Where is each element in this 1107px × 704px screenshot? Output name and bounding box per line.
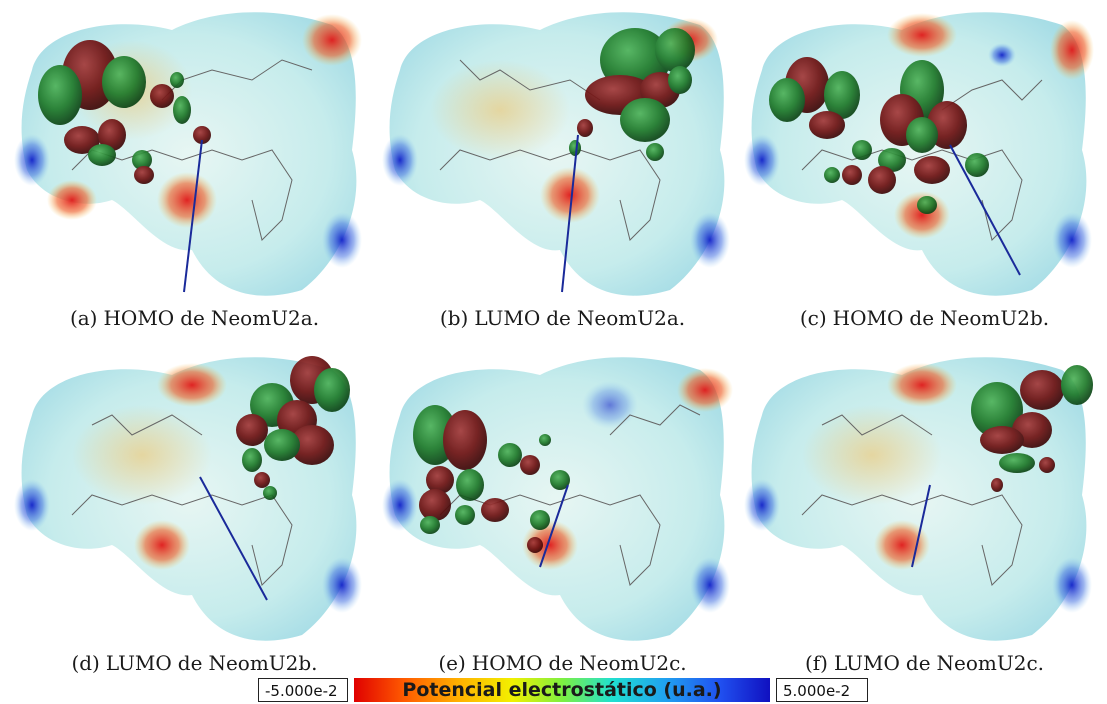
caption-orbital: HOMO bbox=[832, 306, 904, 330]
negative-region bbox=[887, 13, 957, 57]
molecule-skeleton bbox=[801, 79, 1043, 241]
orbital-render-a bbox=[14, 12, 362, 296]
positive-region bbox=[1052, 212, 1092, 268]
orbital-render-e bbox=[382, 357, 733, 641]
caption-tag: (d) bbox=[71, 651, 100, 675]
color-scale: -5.000e-2 Potencial electrostático (u.a.… bbox=[258, 678, 868, 704]
caption-b: (b) LUMO de NeomU2a. bbox=[380, 306, 745, 330]
orbital-render-f bbox=[744, 357, 1093, 641]
caption-molecule: NeomU2b. bbox=[208, 651, 318, 675]
dipole-vector bbox=[561, 134, 579, 293]
caption-a: (a) HOMO de NeomU2a. bbox=[12, 306, 377, 330]
caption-tag: (e) bbox=[438, 651, 466, 675]
caption-prep: de bbox=[546, 306, 571, 330]
warm-region bbox=[430, 60, 570, 160]
positive-region bbox=[988, 43, 1016, 67]
positive-region bbox=[744, 479, 780, 531]
orbital-render-d bbox=[14, 356, 362, 641]
molecule-skeleton bbox=[439, 59, 661, 241]
negative-region bbox=[157, 172, 217, 228]
caption-orbital: HOMO bbox=[471, 651, 543, 675]
caption-tag: (f) bbox=[804, 651, 828, 675]
negative-region bbox=[1050, 20, 1094, 80]
panel-f: (f) LUMO de NeomU2c. bbox=[742, 345, 1107, 690]
dipole-vector bbox=[539, 484, 569, 568]
orbital-lobes bbox=[38, 40, 211, 184]
negative-region bbox=[874, 520, 930, 570]
panel-b: (b) LUMO de NeomU2a. bbox=[380, 0, 745, 345]
orbital-render-c bbox=[744, 12, 1094, 296]
dipole-vector bbox=[199, 476, 268, 601]
orbital-lobes bbox=[413, 405, 570, 553]
scale-gradient: Potencial electrostático (u.a.) bbox=[354, 678, 770, 702]
caption-molecule: NeomU2c. bbox=[579, 651, 687, 675]
positive-region bbox=[690, 557, 730, 613]
negative-region bbox=[677, 368, 733, 412]
caption-orbital: LUMO bbox=[105, 651, 172, 675]
positive-region bbox=[14, 134, 50, 186]
caption-molecule: NeomU2a. bbox=[576, 306, 686, 330]
scale-max-value: 5.000e-2 bbox=[776, 678, 868, 702]
negative-region bbox=[522, 520, 578, 570]
negative-region bbox=[302, 14, 362, 66]
orbital-render-b bbox=[382, 12, 730, 296]
negative-region bbox=[157, 363, 227, 407]
caption-molecule: NeomU2a. bbox=[210, 306, 320, 330]
positive-region bbox=[14, 479, 50, 531]
scale-min-value: -5.000e-2 bbox=[258, 678, 348, 702]
caption-prep: de bbox=[905, 651, 931, 675]
caption-e: (e) HOMO de NeomU2c. bbox=[380, 651, 745, 675]
negative-region bbox=[887, 363, 957, 407]
caption-molecule: NeomU2c. bbox=[936, 651, 1045, 675]
caption-tag: (a) bbox=[69, 306, 98, 330]
orbital-lobes bbox=[769, 57, 989, 214]
negative-region bbox=[47, 180, 97, 220]
positive-region bbox=[1052, 557, 1092, 613]
caption-d: (d) LUMO de NeomU2b. bbox=[12, 651, 377, 675]
caption-prep: de bbox=[548, 651, 574, 675]
warm-region bbox=[72, 405, 212, 505]
negative-region bbox=[134, 520, 190, 570]
caption-prep: de bbox=[180, 306, 205, 330]
positive-region bbox=[690, 212, 730, 268]
panel-c: (c) HOMO de NeomU2b. bbox=[742, 0, 1107, 345]
positive-region bbox=[582, 381, 638, 429]
caption-orbital: LUMO bbox=[833, 651, 900, 675]
caption-orbital: LUMO bbox=[474, 306, 541, 330]
positive-region bbox=[382, 479, 418, 531]
orbital-lobes bbox=[236, 356, 350, 500]
dipole-vector bbox=[183, 139, 203, 293]
positive-region bbox=[322, 557, 362, 613]
panel-e: (e) HOMO de NeomU2c. bbox=[380, 345, 745, 690]
caption-c: (c) HOMO de NeomU2b. bbox=[742, 306, 1107, 330]
caption-tag: (c) bbox=[799, 306, 827, 330]
caption-orbital: HOMO bbox=[103, 306, 175, 330]
panel-d: (d) LUMO de NeomU2b. bbox=[12, 345, 377, 690]
caption-tag: (b) bbox=[439, 306, 469, 330]
caption-molecule: NeomU2b. bbox=[940, 306, 1050, 330]
panel-a: (a) HOMO de NeomU2a. bbox=[12, 0, 377, 345]
molecule-skeleton bbox=[801, 414, 1023, 586]
caption-prep: de bbox=[909, 306, 935, 330]
caption-prep: de bbox=[177, 651, 203, 675]
orbital-lobes bbox=[971, 365, 1093, 492]
negative-region bbox=[540, 167, 600, 223]
molecule-skeleton bbox=[71, 414, 293, 586]
positive-region bbox=[744, 134, 780, 186]
warm-region bbox=[802, 405, 942, 505]
positive-region bbox=[382, 134, 418, 186]
positive-region bbox=[322, 212, 362, 268]
dipole-vector bbox=[949, 144, 1021, 276]
caption-f: (f) LUMO de NeomU2c. bbox=[742, 651, 1107, 675]
scale-title: Potencial electrostático (u.a.) bbox=[402, 679, 722, 701]
dipole-vector bbox=[911, 484, 931, 568]
